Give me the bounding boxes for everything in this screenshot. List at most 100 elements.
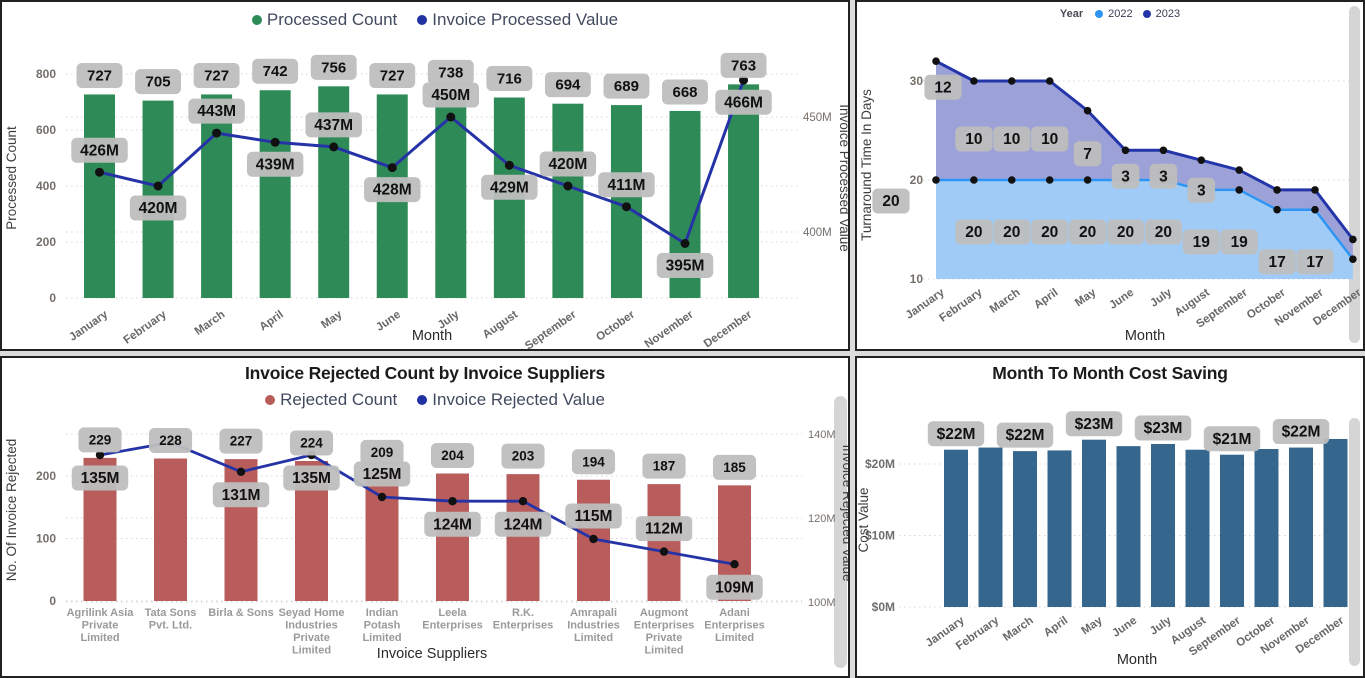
x-axis-label: June [1110,615,1139,640]
bar[interactable] [506,474,540,601]
bar[interactable] [552,103,584,299]
axis-title: Processed Count [4,126,19,230]
legend-item-invoice-rejected-value[interactable]: Invoice Rejected Value [417,390,605,410]
scrollbar[interactable] [1349,6,1360,343]
marker-2022[interactable] [1273,205,1281,214]
bar[interactable] [259,90,291,299]
marker-2023[interactable] [1273,186,1281,194]
bar[interactable] [944,449,968,607]
marker-2022[interactable] [1008,176,1016,184]
legend-label: 2022 [1108,8,1133,20]
legend-item-processed-count[interactable]: Processed Count [251,10,397,30]
panel-turnaround-time: Year 2022 2023 12 10 10 10 7 3 3 3 20 20 20 20 20 20 2… [855,0,1365,351]
bar[interactable] [728,84,760,298]
line-marker[interactable] [518,497,528,506]
line-marker[interactable] [659,547,669,556]
bar[interactable] [1082,439,1106,607]
line-marker[interactable] [95,167,104,177]
line-marker[interactable] [589,534,598,544]
area-2023[interactable] [936,61,1353,260]
data-label-pill [148,428,193,453]
axis-tick-label: 100M [808,597,836,609]
bar[interactable] [978,447,1003,607]
marker-2023[interactable] [932,57,940,65]
marker-2023[interactable] [1311,186,1319,194]
line-marker[interactable] [504,160,514,170]
line-marker[interactable] [95,450,105,460]
data-label: 229 [89,432,112,447]
axis-tick-label: 450M [803,112,832,124]
processed-count-chart[interactable]: 727 705 727 742 756 727 738 716 694 689 668 763 426M… [2,2,848,349]
data-label: 738 [438,64,463,81]
line-marker[interactable] [739,75,749,85]
bar[interactable] [365,470,399,601]
bar[interactable] [84,94,115,298]
x-axis-label: February [937,286,985,324]
bar[interactable] [224,459,258,601]
legend-item-2023[interactable]: 2023 [1142,8,1180,20]
scrollbar[interactable] [1349,418,1360,666]
marker-2023[interactable] [1008,77,1016,85]
legend-item-2022[interactable]: 2022 [1095,8,1133,20]
marker-2022[interactable] [970,176,978,184]
bar[interactable] [1220,454,1244,607]
bar[interactable] [1289,447,1313,607]
invoice-rejected-chart[interactable]: 229 228 227 224 209 204 203 194 187 185 135M 131M 13… [2,358,848,676]
data-label: 429M [490,179,529,196]
line-marker[interactable] [377,492,387,502]
bar[interactable] [154,458,187,602]
line-marker[interactable] [212,128,222,138]
line-marker[interactable] [448,497,457,506]
bar[interactable] [436,473,469,602]
bar[interactable] [1254,448,1279,607]
scrollbar[interactable] [834,396,847,668]
legend-item-rejected-count[interactable]: Rejected Count [265,390,397,410]
bar[interactable] [1185,449,1210,607]
marker-2023[interactable] [1121,146,1130,155]
marker-2023[interactable] [970,77,978,85]
marker-2022[interactable] [932,176,940,184]
line-marker[interactable] [680,239,690,248]
bar[interactable] [1047,450,1072,607]
line-marker[interactable] [387,163,397,173]
data-label: 20 [1117,224,1134,241]
line-marker[interactable] [236,467,246,476]
line-marker[interactable] [563,181,573,191]
marker-2022[interactable] [1349,255,1357,263]
cost-saving-chart[interactable]: $22M $22M$23M $23M$21M $22M$0M$10M$20MJanua… [857,358,1363,676]
data-label-pill [544,72,591,98]
marker-2023[interactable] [1197,156,1206,164]
marker-2022[interactable] [1045,176,1054,184]
marker-2023[interactable] [1045,77,1054,85]
data-label-pill [1134,415,1192,441]
line-marker[interactable] [329,142,339,152]
bar[interactable] [201,94,233,298]
marker-2022[interactable] [1311,205,1319,214]
data-label: 224 [300,436,323,451]
marker-2023[interactable] [1083,106,1092,115]
line-marker[interactable] [446,112,456,122]
marker-2023[interactable] [1235,166,1243,174]
value-line [99,440,735,566]
bar[interactable] [1013,451,1037,607]
panel-invoice-rejected: Invoice Rejected Count by Invoice Suppli… [0,356,850,678]
marker-2023[interactable] [1159,146,1168,155]
x-axis-label: June [1107,287,1136,312]
line-marker[interactable] [730,560,739,569]
bar[interactable] [435,91,467,298]
bar[interactable] [1151,443,1175,607]
legend-item-invoice-processed-value[interactable]: Invoice Processed Value [417,10,618,30]
marker-2022[interactable] [1083,176,1092,184]
axis-tick-label: 20 [910,173,924,187]
turnaround-time-chart[interactable]: 12 10 10 10 7 3 3 3 20 20 20 20 20 20 20 19 19 17 17 10 20 30… [857,2,1363,349]
bar[interactable] [1116,446,1141,607]
line-marker[interactable] [621,202,631,212]
bars [84,84,760,299]
line-marker[interactable] [270,137,280,147]
marker-2022[interactable] [1235,186,1243,194]
marker-2023[interactable] [1349,235,1357,244]
axis-tick-label: 0 [49,594,56,608]
bar[interactable] [1323,438,1348,607]
line-marker[interactable] [153,181,163,191]
bar[interactable] [647,484,681,601]
